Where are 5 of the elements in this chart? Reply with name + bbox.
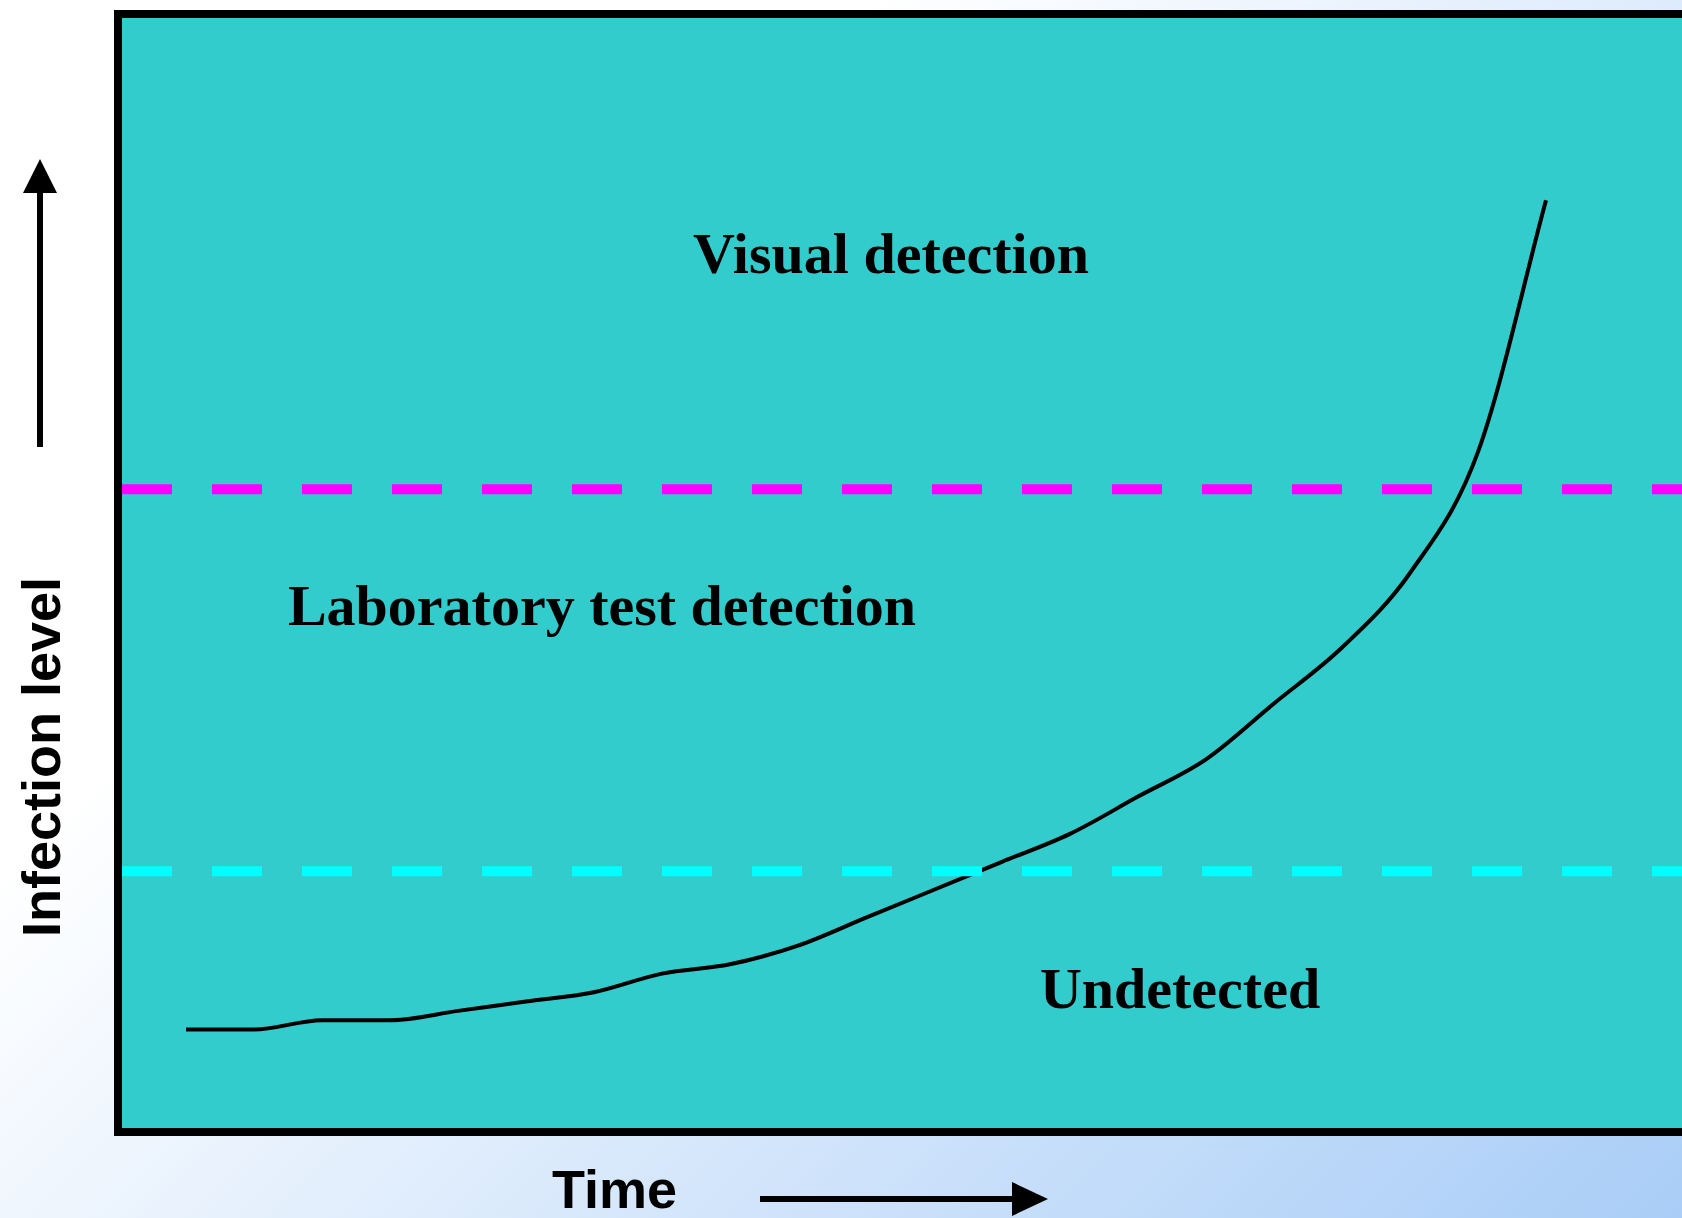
- annotation: Laboratory test detection: [287, 572, 917, 638]
- x-axis-title: Time: [552, 1158, 678, 1218]
- annotation: Undetected: [1039, 955, 1321, 1021]
- annotation: Visual detection: [693, 220, 1089, 286]
- y-axis-title: Infection level: [10, 576, 72, 938]
